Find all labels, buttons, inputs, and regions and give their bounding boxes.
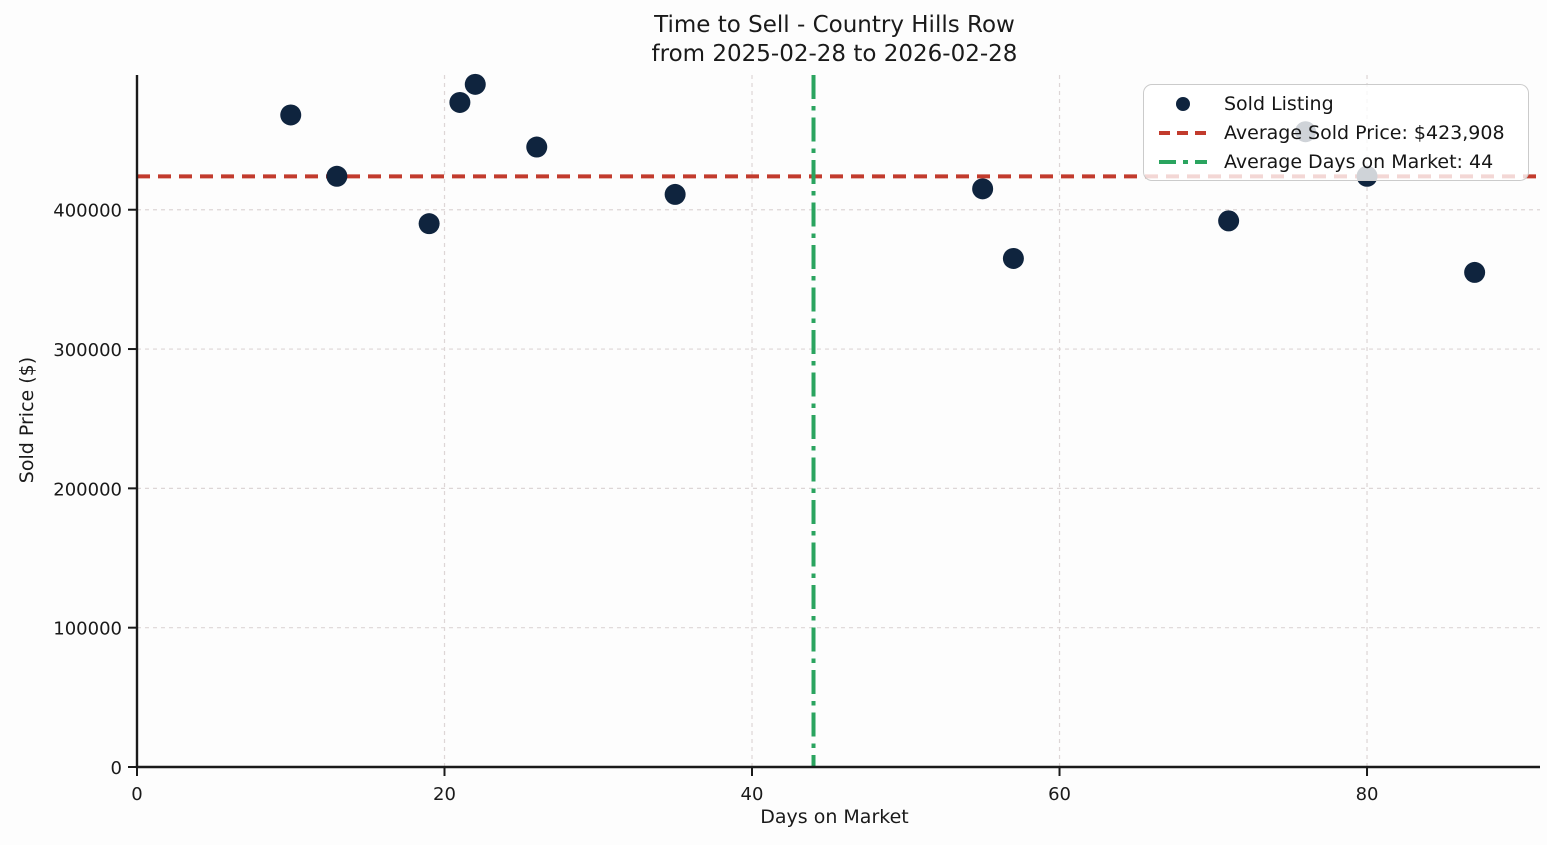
chart-title-line1: Time to Sell - Country Hills Row [654,12,1015,38]
svg-text:60: 60 [1048,784,1071,805]
svg-text:40: 40 [741,784,764,805]
svg-text:400000: 400000 [53,201,122,222]
avg-days-line-swatch [1159,159,1207,164]
legend-item-avg-price: Average Sold Price: $423,908 [1156,118,1528,147]
legend-label-avg-days: Average Days on Market: 44 [1224,150,1494,173]
svg-text:0: 0 [111,758,122,779]
sold-listing-marker-swatch [1176,96,1190,111]
svg-text:20: 20 [433,784,456,805]
chart-title: Time to Sell - Country Hills Row from 20… [137,11,1532,69]
svg-text:0: 0 [131,784,142,805]
y-axis-label: Sold Price ($) [16,356,38,484]
x-axis-label: Days on Market [760,806,909,828]
avg-price-line-swatch [1159,130,1207,135]
legend-item-sold-listing: Sold Listing [1156,89,1528,118]
chart-title-line2: from 2025-02-28 to 2026-02-28 [651,41,1018,67]
svg-text:300000: 300000 [53,340,122,361]
svg-text:100000: 100000 [53,619,122,640]
legend-label-sold-listing: Sold Listing [1224,92,1334,115]
legend-item-avg-days: Average Days on Market: 44 [1156,147,1528,176]
legend-label-avg-price: Average Sold Price: $423,908 [1224,121,1505,144]
svg-text:200000: 200000 [53,479,122,500]
svg-text:80: 80 [1356,784,1379,805]
chart-legend: Sold Listing Average Sold Price: $423,90… [1143,84,1529,181]
